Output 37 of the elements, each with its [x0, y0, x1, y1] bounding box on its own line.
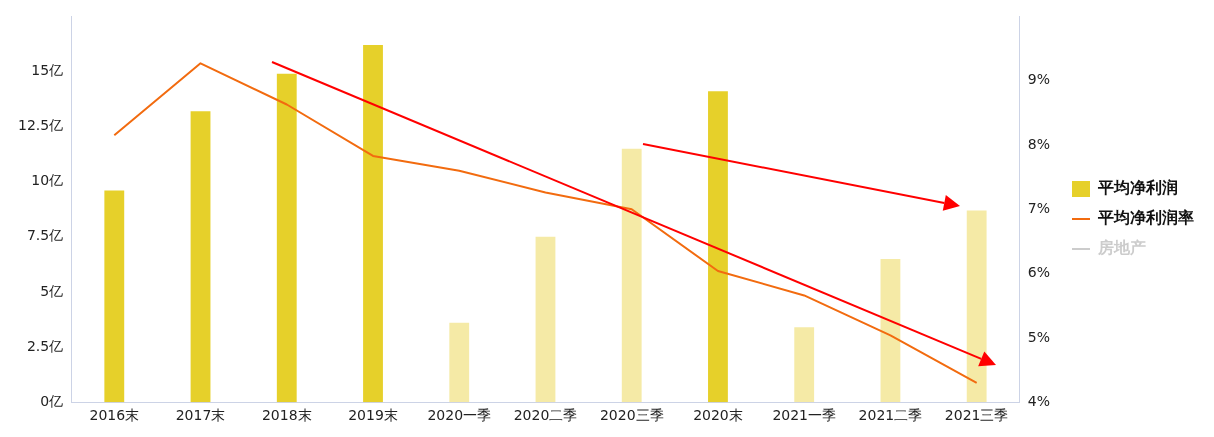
y2-tick-label: 6% [1027, 264, 1051, 281]
x-tick-label: 2016末 [89, 407, 140, 424]
y-tick-label: 15亿 [31, 62, 64, 79]
y2-tick-label: 9% [1027, 71, 1051, 88]
x-tick-label: 2021二季 [858, 407, 923, 424]
x-tick-label: 2018末 [261, 407, 312, 424]
bar [449, 322, 470, 403]
bar [363, 45, 383, 403]
x-tick-label: 2021一季 [772, 407, 837, 424]
bar [966, 210, 987, 403]
x-tick-label: 2020一季 [427, 407, 492, 424]
bar [104, 190, 125, 403]
y2-tick-label: 4% [1027, 392, 1051, 409]
y2-tick-label: 8% [1027, 135, 1051, 152]
y-tick-label: 5亿 [40, 282, 64, 299]
bar [708, 91, 728, 403]
x-tick-label: 2020末 [693, 407, 743, 424]
x-tick-label: 2020三季 [599, 407, 664, 424]
x-tick-label: 2020二季 [513, 407, 578, 424]
bar [190, 111, 211, 403]
y-tick-label: 0亿 [40, 392, 64, 409]
y-tick-label: 2.5亿 [26, 337, 64, 354]
y2-tick-label: 5% [1027, 328, 1051, 345]
legend-label: 平均净利润率 [1097, 208, 1194, 228]
y-tick-label: 10亿 [31, 172, 64, 189]
x-tick-label: 2021三季 [944, 407, 1009, 424]
x-tick-label: 2019末 [348, 407, 398, 424]
y-tick-label: 12.5亿 [18, 117, 64, 134]
x-tick-label: 2017末 [175, 407, 226, 424]
bar [880, 258, 901, 403]
y2-tick-label: 7% [1027, 199, 1051, 216]
bar [621, 148, 642, 403]
legend-label: 平均净利润 [1097, 178, 1178, 198]
bar [276, 73, 297, 403]
bar [794, 327, 815, 403]
y-tick-label: 7.5亿 [26, 227, 64, 244]
bar [535, 236, 556, 403]
